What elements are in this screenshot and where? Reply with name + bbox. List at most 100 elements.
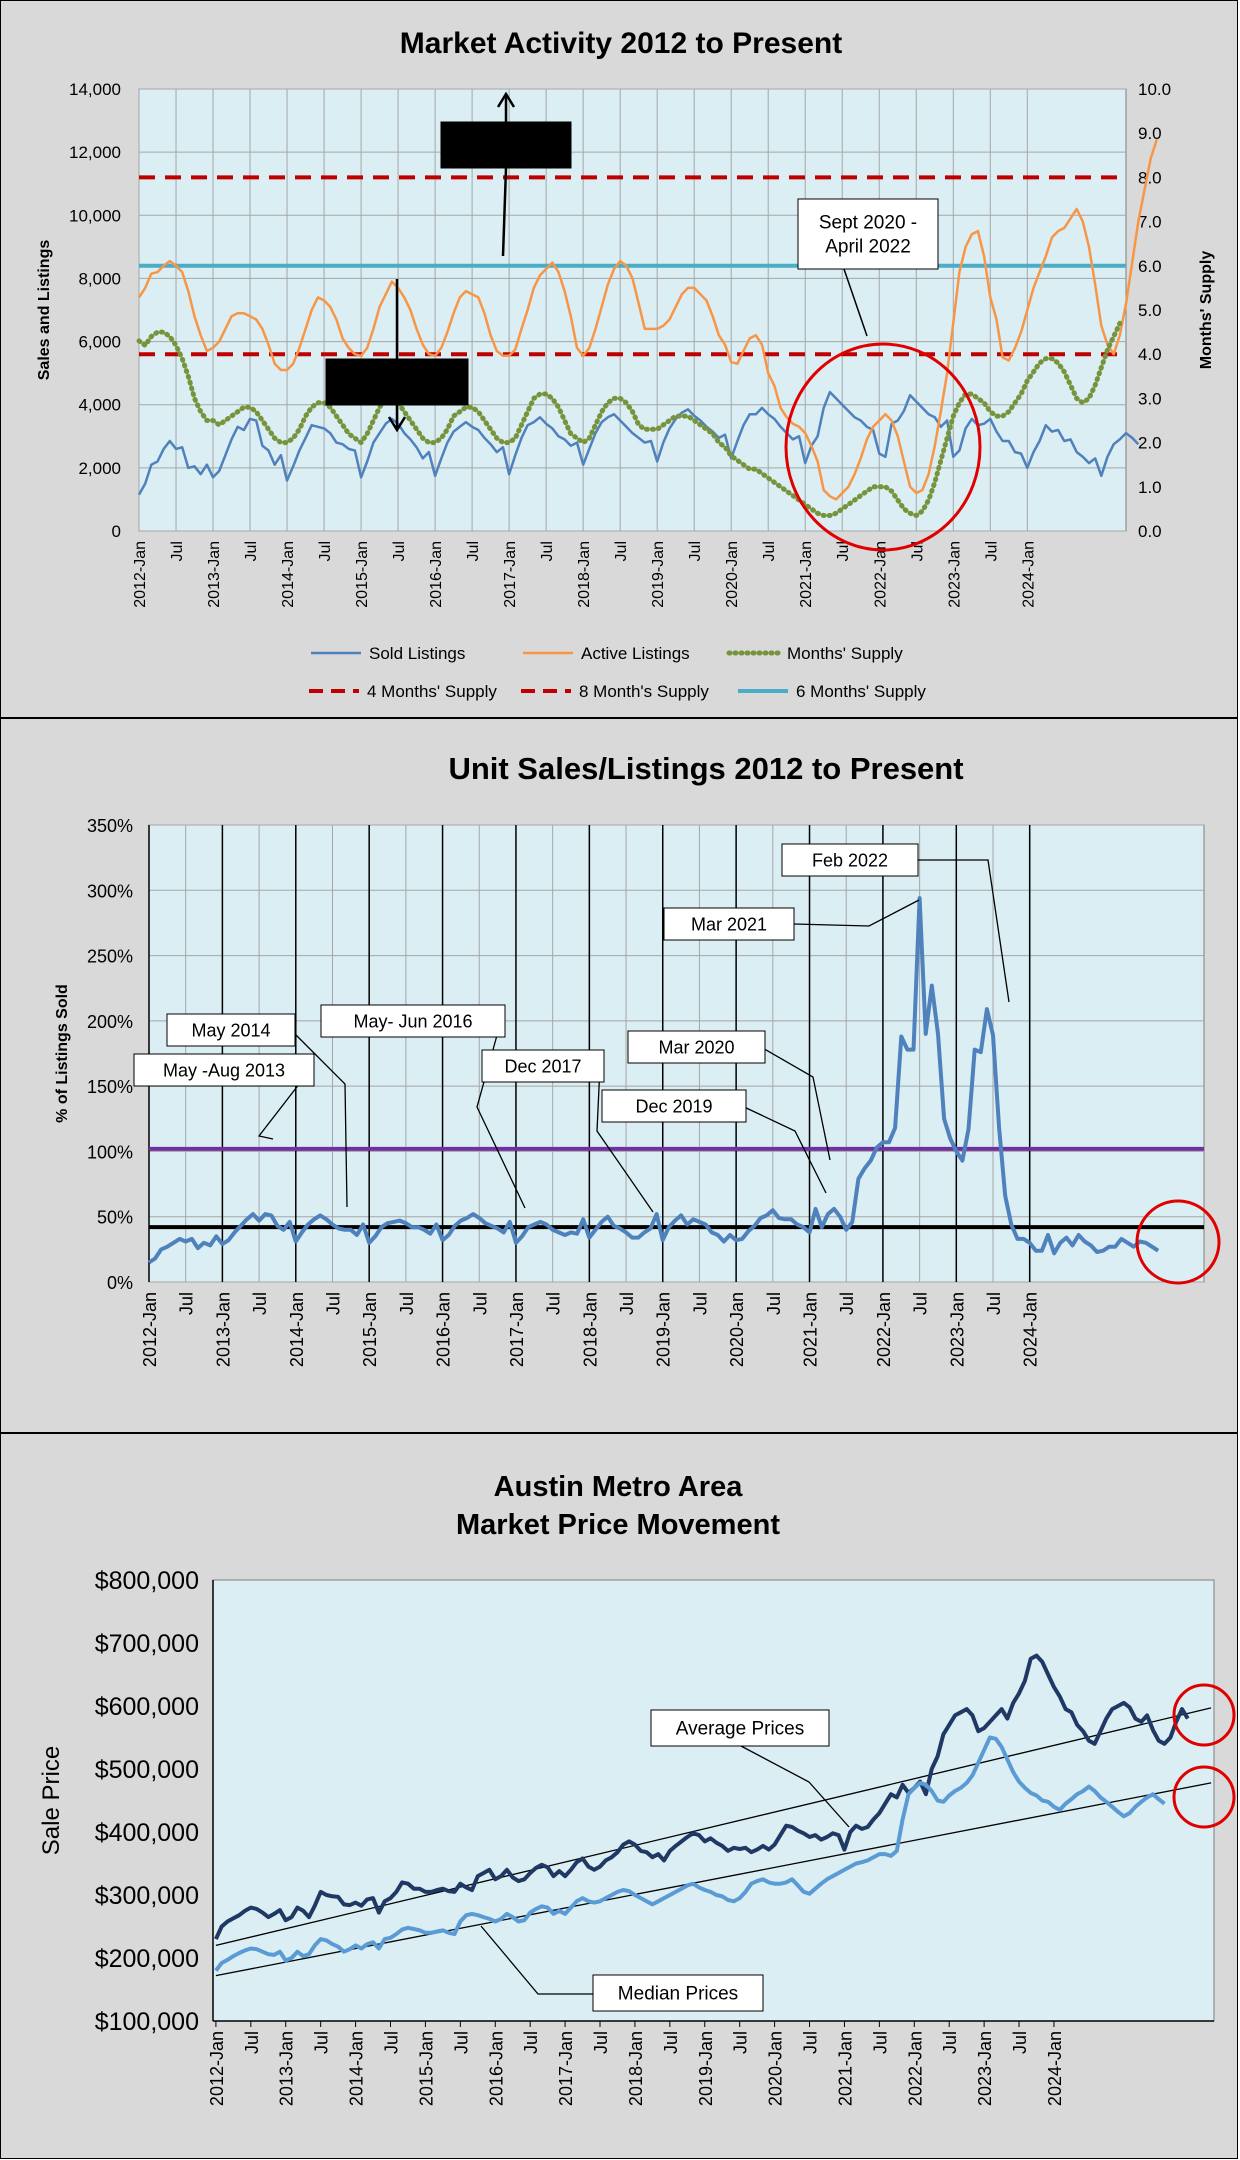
y-tick-label: 14,000 (69, 80, 121, 99)
y2-axis-title: Months' Supply (1198, 251, 1215, 370)
y2-tick-label: 6.0 (1138, 257, 1162, 276)
series-line (214, 1735, 1166, 1972)
annotation-box (133, 1053, 315, 1087)
buyers-market-annotation-box (440, 121, 572, 169)
y-tick-label: 10,000 (69, 206, 121, 225)
x-tick-label: Jul (801, 2031, 821, 2054)
buyers-market-annotation-label: Buyer's Market (460, 137, 553, 153)
y-tick-label: $300,000 (95, 1882, 199, 1910)
x-tick-label: Jul (984, 1292, 1004, 1315)
x-tick-label: Jul (397, 1292, 417, 1315)
plot-area (212, 1579, 1215, 2022)
legend-label: Sold Listings (369, 644, 465, 663)
x-tick-label: Jul (323, 1292, 343, 1315)
average-prices-annotation-box (650, 1709, 830, 1747)
x-tick-label: 2013-Jan (213, 1292, 233, 1367)
x-tick-label: Jul (613, 541, 630, 561)
x-tick-label: 2018-Jan (576, 541, 593, 608)
chart-title-line-2: Market Price Movement (456, 1509, 780, 1541)
x-tick-label: Jul (470, 1292, 490, 1315)
highlight-circle (784, 342, 982, 552)
unit-sales-panel: Unit Sales/Listings 2012 to Present 0% 50%… (0, 718, 1238, 1433)
legend-label: 6 Months' Supply (796, 682, 926, 701)
x-tick-label: 2012-Jan (132, 541, 149, 608)
annotation-pointer (596, 1065, 654, 1213)
annotation-label: Dec 2019 (635, 1096, 712, 1116)
unit-sales-chart: Unit Sales/Listings 2012 to Present 0% 50%… (54, 751, 1221, 1367)
chart-title: Market Activity 2012 to Present (400, 27, 842, 60)
y-tick-label: 4,000 (78, 396, 121, 415)
series-line (214, 1653, 1190, 1940)
x-tick-label: 2024-Jan (1021, 1292, 1041, 1367)
x-tick-label: Jul (687, 541, 704, 561)
x-tick-label: Jul (870, 2031, 890, 2054)
x-tick-label: 2023-Jan (975, 2031, 995, 2106)
annotation-label: Mar 2020 (658, 1037, 734, 1057)
annotation-label: May 2014 (191, 1020, 270, 1040)
y-tick-label: 6,000 (78, 333, 121, 352)
y-tick-label: 300% (87, 881, 133, 901)
price-movement-chart: Austin Metro Area Market Price Movement $1… (38, 1471, 1236, 2106)
x-tick-label: Jul (837, 1292, 857, 1315)
x-tick-label: 2019-Jan (654, 1292, 674, 1367)
buyers-arrow-head (496, 91, 516, 108)
x-tick-label: Jul (465, 541, 482, 561)
x-tick-label: 2023-Jan (947, 1292, 967, 1367)
y-tick-label: $600,000 (95, 1693, 199, 1721)
sellers-arrow-head (387, 416, 407, 433)
x-tick-label: Jul (661, 2031, 681, 2054)
annotation-box (166, 1013, 296, 1047)
x-tick-label: 2013-Jan (206, 541, 223, 608)
chart-title-line-1: Austin Metro Area (494, 1471, 744, 1503)
median-highlight-circle (1172, 1765, 1236, 1829)
legend-label: 4 Months' Supply (367, 682, 497, 701)
y-axis-title: % of Listings Sold (54, 984, 71, 1123)
y-tick-label: $400,000 (95, 1819, 199, 1847)
x-tick-label: 2015-Jan (416, 2031, 436, 2106)
x-tick-label: 2016-Jan (434, 1292, 454, 1367)
annotation-box (781, 843, 919, 877)
x-tick-label: 2014-Jan (280, 541, 297, 608)
series-line (136, 320, 1123, 518)
annotation-pointer (741, 1105, 827, 1194)
x-tick-label: 2022-Jan (905, 2031, 925, 2106)
legend-label: Months' Supply (787, 644, 903, 663)
y-axis-title: Sale Price (38, 1746, 65, 1855)
y-tick-label: $100,000 (95, 2008, 199, 2036)
x-tick-label: Jul (544, 1292, 564, 1315)
x-tick-label: 2020-Jan (724, 541, 741, 608)
median-annotation-pointer (480, 1925, 593, 1995)
annotation-box (320, 1004, 506, 1038)
x-tick-label: 2014-Jan (287, 1292, 307, 1367)
x-tick-label: Jul (940, 2031, 960, 2054)
y-tick-label: $700,000 (95, 1630, 199, 1658)
y-tick-label: 2,000 (78, 459, 121, 478)
market-activity-panel: Market Activity 2012 to Present 0 2,000 4,0… (0, 0, 1238, 718)
annotation-pointer (760, 1046, 831, 1161)
x-tick-label: 2016-Jan (486, 2031, 506, 2106)
annotation-pointer (918, 859, 1010, 1003)
highlight-circle (1135, 1199, 1221, 1285)
legend-label: 8 Month's Supply (579, 682, 709, 701)
average-highlight-circle (1172, 1683, 1236, 1747)
x-tick-label: Jul (250, 1292, 270, 1315)
series-line (147, 896, 1160, 1265)
annotation-pointer (793, 899, 920, 927)
y-tick-label: 0 (112, 522, 121, 541)
x-tick-label: 2021-Jan (798, 541, 815, 608)
annotation-pointer (290, 1029, 348, 1208)
x-tick-label: Jul (764, 1292, 784, 1315)
median-prices-annotation-box (592, 1974, 764, 2012)
legend-label: Active Listings (581, 644, 690, 663)
plot-area (138, 88, 1127, 532)
x-tick-label: 2018-Jan (580, 1292, 600, 1367)
x-tick-label: Jul (690, 1292, 710, 1315)
x-tick-label: 2012-Jan (140, 1292, 160, 1367)
series-line (137, 390, 1140, 496)
x-tick-label: Jul (177, 1292, 197, 1315)
annotation-label: Dec 2017 (504, 1056, 581, 1076)
median-prices-annotation-label: Median Prices (618, 1984, 738, 2005)
x-tick-label: 2022-Jan (874, 1292, 894, 1367)
y-tick-label: $500,000 (95, 1756, 199, 1784)
average-prices-annotation-label: Average Prices (676, 1719, 805, 1740)
